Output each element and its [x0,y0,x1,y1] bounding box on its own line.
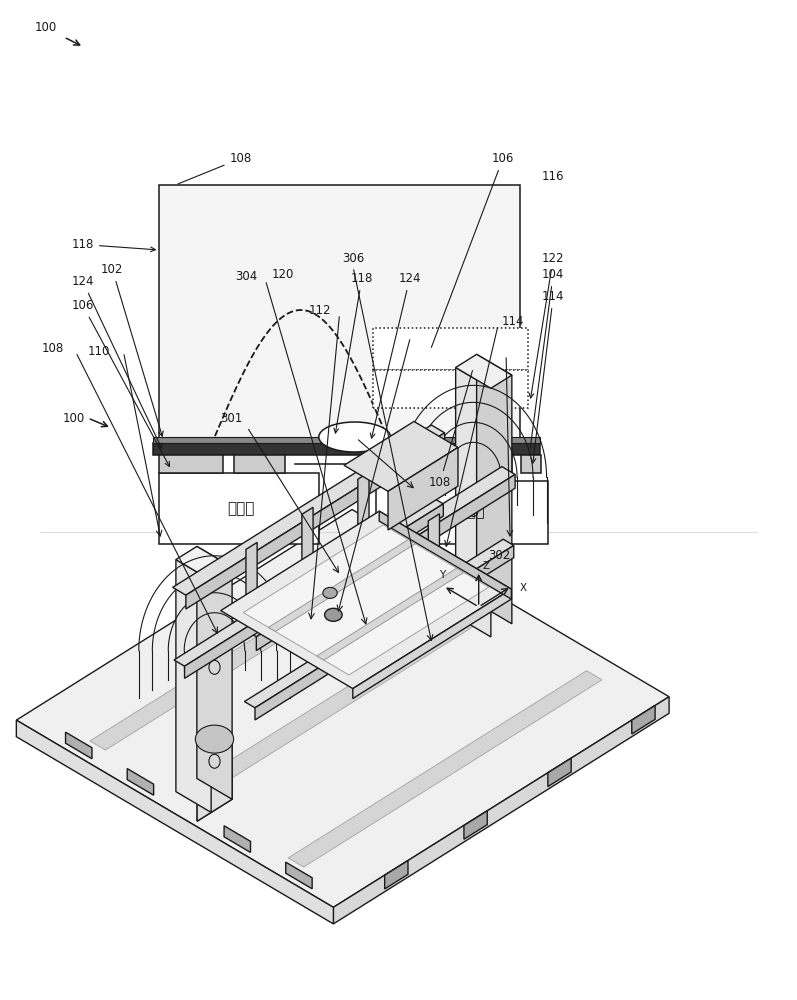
Bar [448,455,512,473]
Polygon shape [285,862,312,889]
Polygon shape [372,549,383,628]
Text: 114: 114 [531,290,564,463]
Text: 致动器: 致动器 [227,502,254,516]
Text: 100: 100 [63,412,85,425]
Polygon shape [464,811,487,839]
Text: 301: 301 [220,412,242,425]
Text: 108: 108 [41,342,64,355]
Polygon shape [379,511,512,599]
Ellipse shape [319,422,391,452]
Text: 310: 310 [337,423,359,436]
Polygon shape [456,354,512,388]
Text: 100: 100 [35,21,57,34]
Polygon shape [257,474,515,651]
Polygon shape [316,584,328,663]
Polygon shape [65,732,92,759]
Text: 122: 122 [529,252,564,398]
Polygon shape [185,504,443,678]
Text: 106: 106 [431,152,514,347]
Polygon shape [178,606,492,802]
Bar [435,472,439,481]
Bar [375,472,426,481]
Polygon shape [632,706,655,734]
Text: 104: 104 [530,268,564,447]
Bar [159,473,319,544]
Text: 116: 116 [542,170,564,183]
Bar [159,185,520,445]
Polygon shape [16,720,333,924]
Text: 112: 112 [485,345,507,358]
Polygon shape [174,498,443,666]
Bar [373,328,528,370]
Polygon shape [344,421,458,491]
Polygon shape [197,546,232,799]
Polygon shape [353,589,512,699]
Polygon shape [128,769,154,795]
Text: 124: 124 [72,275,162,448]
Text: 110: 110 [88,345,110,358]
Polygon shape [316,568,464,660]
Polygon shape [186,433,445,609]
Bar [153,443,540,455]
Polygon shape [173,425,445,595]
Text: 304: 304 [235,270,257,283]
Bar [521,455,541,473]
Text: X: X [520,583,527,593]
Text: Y: Y [439,570,446,580]
Polygon shape [548,758,571,787]
Polygon shape [197,744,232,821]
Text: 102: 102 [101,263,163,436]
Bar [373,370,528,408]
Polygon shape [456,367,491,637]
Polygon shape [477,354,512,624]
Polygon shape [221,511,512,689]
Polygon shape [333,697,669,924]
Polygon shape [245,539,514,708]
Polygon shape [197,774,232,821]
Bar [376,481,548,544]
Text: 120: 120 [272,268,294,281]
Ellipse shape [323,587,337,598]
Bar [153,437,540,443]
Polygon shape [358,472,369,551]
Bar [234,455,285,473]
Ellipse shape [324,608,342,621]
Text: 108: 108 [178,152,252,184]
Text: 118: 118 [334,272,373,433]
Polygon shape [224,826,250,852]
Polygon shape [243,525,489,675]
Text: 308: 308 [380,327,402,340]
Polygon shape [289,671,602,867]
Text: 306: 306 [342,252,364,265]
Text: 118: 118 [72,238,155,252]
Polygon shape [246,542,257,621]
Polygon shape [302,507,313,586]
Text: 114: 114 [502,315,524,328]
Polygon shape [90,554,404,750]
Text: 测力传感器: 测力传感器 [439,504,485,520]
Text: 112: 112 [309,304,332,317]
Text: 302: 302 [489,549,511,562]
Polygon shape [176,546,232,580]
Polygon shape [269,540,415,632]
Bar [448,472,500,481]
Polygon shape [428,514,439,593]
Text: 106: 106 [72,299,170,466]
Text: 124: 124 [371,272,421,438]
Polygon shape [16,510,669,907]
Bar [159,455,223,473]
Text: 108: 108 [429,371,473,489]
Polygon shape [255,545,514,720]
Bar [375,455,438,473]
Text: Z: Z [483,561,490,571]
Polygon shape [176,560,211,812]
Polygon shape [388,447,458,530]
Ellipse shape [195,725,234,753]
Polygon shape [385,861,408,889]
Polygon shape [243,467,515,637]
